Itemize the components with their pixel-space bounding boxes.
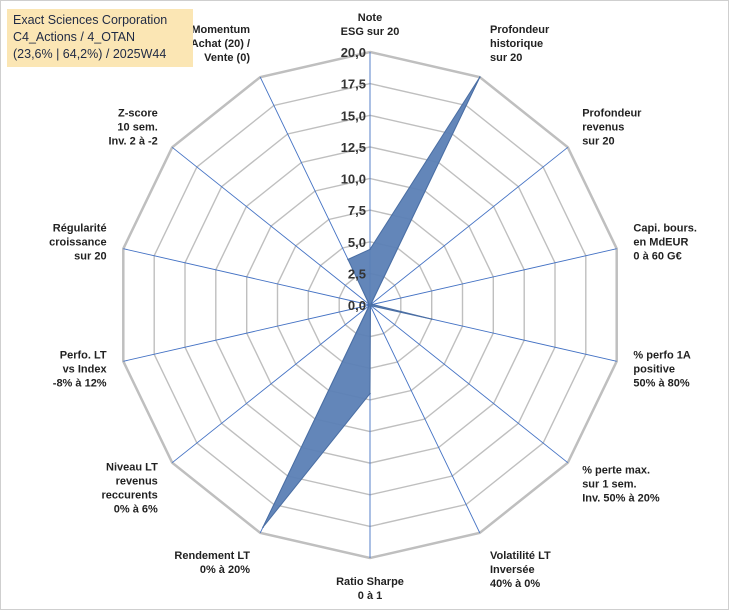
axis-label-12: Régularité croissance sur 20 (49, 222, 106, 262)
tick-label: 20,0 (341, 45, 366, 60)
data-point-3 (370, 303, 372, 306)
axis-label-line: positive (633, 364, 675, 376)
axis-label-line: Vente (0) (204, 52, 250, 64)
axis-label-10: Niveau LT revenus reccurents 0% à 6% (102, 462, 159, 516)
axis-label-line: Profondeur (582, 108, 642, 120)
axis-spoke-3 (369, 146, 569, 306)
axis-label-9: Rendement LT 0% à 20% (174, 550, 250, 576)
axis-spoke-10 (171, 304, 371, 464)
data-point-2 (479, 76, 481, 78)
axis-label-line: Inv. 2 à -2 (108, 136, 157, 148)
axis-label-line: sur 20 (74, 250, 106, 262)
axis-label-line: % perte max. (582, 464, 650, 476)
axis-label-6: % perte max. sur 1 sem. Inv. 50% à 20% (582, 464, 660, 504)
axis-label-line: -8% à 12% (53, 378, 107, 390)
axis-label-line: 0 à 60 G€ (633, 250, 681, 262)
axis-label-line: Perfo. LT (60, 350, 107, 362)
company-name: Exact Sciences Corporation (13, 13, 168, 27)
data-point-1 (369, 248, 371, 251)
axis-label-5: % perfo 1A positive 50% à 80% (633, 350, 691, 390)
axis-label-line: 10 sem. (117, 122, 157, 134)
data-point-9 (262, 526, 264, 528)
axis-label-line: revenus (116, 476, 158, 488)
axis-label-line: Achat (20) / (191, 38, 250, 50)
axis-label-line: historique (490, 38, 543, 50)
data-point-7 (369, 305, 372, 307)
axis-label-line: 0 à 1 (358, 590, 382, 602)
axis-label-line: en MdEUR (633, 236, 688, 248)
axis-label-line: sur 1 sem. (582, 478, 636, 490)
tick-label: 0,0 (348, 298, 366, 313)
axis-label-line: reccurents (102, 490, 158, 502)
axis-label-7: Volatilité LT Inversée 40% à 0% (490, 550, 551, 590)
axis-label-1: Note ESG sur 20 (341, 12, 400, 38)
axis-label-line: ESG sur 20 (341, 26, 400, 38)
tick-label: 17,5 (341, 77, 366, 92)
axis-label-line: Profondeur (490, 24, 550, 36)
axis-label-line: Volatilité LT (490, 550, 551, 562)
tick-label: 15,0 (341, 108, 366, 123)
axis-label-line: 50% à 80% (633, 378, 689, 390)
tick-label: 7,5 (348, 203, 366, 218)
axis-label-layer: Note ESG sur 20 Profondeur historique sur 20… (49, 12, 697, 602)
data-point-5 (430, 318, 433, 320)
axis-label-line: vs Index (63, 364, 108, 376)
axis-label-line: revenus (582, 122, 624, 134)
axis-label-line: croissance (49, 236, 106, 248)
axis-label-line: 40% à 0% (490, 578, 540, 590)
axis-label-line: Niveau LT (106, 462, 158, 474)
axis-label-line: % perfo 1A (633, 350, 691, 362)
axis-label-11: Perfo. LT vs Index -8% à 12% (53, 350, 108, 390)
series-layer (262, 76, 481, 528)
axis-spoke-4 (369, 248, 617, 306)
axis-label-line: Capi. bours. (633, 222, 697, 234)
axis-label-2: Profondeur historique sur 20 (490, 24, 550, 64)
axis-label-line: sur 20 (490, 52, 522, 64)
series-area (262, 76, 481, 528)
data-point-14 (347, 258, 349, 261)
axis-spoke-13 (171, 146, 371, 306)
tick-label: 5,0 (348, 235, 366, 250)
axis-label-line: Inversée (490, 564, 535, 576)
data-point-4 (371, 303, 374, 306)
tick-label: 12,5 (341, 140, 366, 155)
axis-label-line: Z-score (118, 108, 158, 120)
tick-label-layer: 0,0 2,5 5,0 7,5 10,0 12,5 15,0 17,5 20,0 (341, 45, 366, 313)
tick-label: 10,0 (341, 172, 366, 187)
data-point-8 (369, 392, 371, 395)
stats-line: (23,6% | 64,2%) / 2025W44 (13, 47, 167, 61)
title-box: Exact Sciences Corporation C4_Actions / … (7, 9, 193, 67)
axis-spoke-7 (369, 304, 481, 534)
axis-label-line: sur 20 (582, 136, 614, 148)
axis-label-8: Ratio Sharpe 0 à 1 (336, 576, 404, 602)
axis-label-line: Ratio Sharpe (336, 576, 404, 588)
axis-label-line: Régularité (53, 222, 107, 234)
axis-label-line: Momentum (191, 24, 250, 36)
axis-label-4: Capi. bours. en MdEUR 0 à 60 G€ (633, 222, 697, 262)
data-point-13 (368, 303, 370, 306)
tick-label: 2,5 (348, 266, 366, 281)
classification: C4_Actions / 4_OTAN (13, 30, 136, 44)
axis-label-line: Rendement LT (174, 550, 250, 562)
axis-label-14: Momentum Achat (20) / Vente (0) (191, 24, 251, 64)
axis-label-line: Note (358, 12, 382, 24)
axis-label-line: 0% à 6% (114, 504, 158, 516)
axis-spoke-6 (369, 304, 569, 464)
axis-spoke-12 (123, 248, 371, 306)
axis-label-line: 0% à 20% (200, 564, 250, 576)
axis-label-13: Z-score 10 sem. Inv. 2 à -2 (108, 108, 157, 148)
axis-label-line: Inv. 50% à 20% (582, 492, 660, 504)
axis-label-3: Profondeur revenus sur 20 (582, 108, 642, 148)
axis-spoke-11 (123, 304, 371, 362)
